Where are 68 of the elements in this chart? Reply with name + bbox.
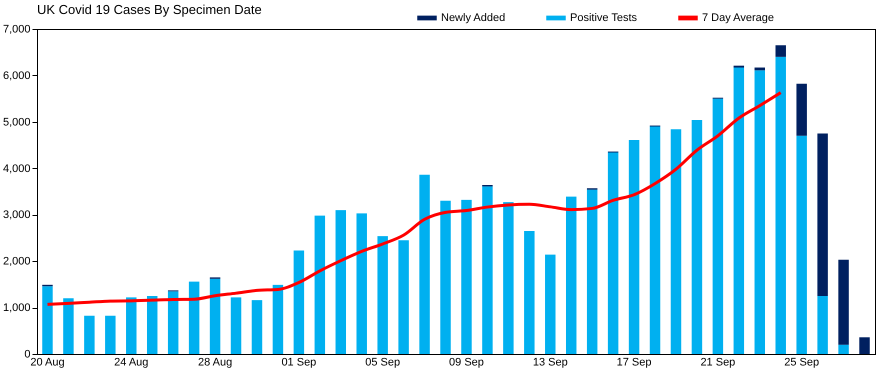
- bar: [168, 291, 178, 354]
- bar: [754, 68, 766, 70]
- bar: [628, 140, 640, 354]
- y-tick-label: 3,000: [2, 209, 30, 222]
- bar: [712, 98, 724, 354]
- bar: [482, 186, 493, 354]
- bar: [775, 56, 786, 354]
- bar: [566, 196, 576, 354]
- bar: [294, 250, 304, 354]
- bar: [503, 202, 514, 354]
- x-tick-label: 17 Sep: [616, 356, 652, 368]
- y-tick-label: 5,000: [2, 116, 30, 128]
- bar: [859, 337, 870, 354]
- x-tick-label: 21 Sep: [700, 356, 736, 368]
- legend-label: Positive Tests: [570, 12, 638, 24]
- bar: [608, 152, 618, 354]
- x-tick-label: 01 Sep: [281, 356, 316, 368]
- bar: [670, 129, 682, 354]
- y-tick-label: 7,000: [2, 24, 30, 36]
- x-tick-label: 28 Aug: [198, 356, 232, 368]
- bar: [398, 240, 409, 354]
- bar: [796, 84, 807, 136]
- x-tick-label: 13 Sep: [532, 356, 568, 368]
- legend-label: 7 Day Average: [702, 12, 774, 24]
- bar: [252, 300, 262, 354]
- y-tick-label: 4,000: [2, 162, 30, 175]
- bar: [692, 120, 702, 354]
- bar: [524, 230, 535, 354]
- x-tick-label: 25 Sep: [784, 356, 820, 368]
- bar: [210, 278, 220, 354]
- bar: [734, 68, 744, 354]
- bar: [126, 297, 137, 354]
- line-series: [46, 91, 782, 306]
- bar: [545, 254, 556, 354]
- bar: [817, 296, 828, 354]
- legend-label: Newly Added: [441, 12, 506, 24]
- bar: [838, 344, 849, 354]
- bar: [796, 136, 807, 354]
- bar: [146, 296, 158, 354]
- bar: [314, 216, 326, 354]
- y-tick-label: 0: [24, 348, 30, 360]
- bar: [586, 190, 598, 354]
- bar: [272, 284, 284, 354]
- x-tick-label: 09 Sep: [449, 356, 484, 368]
- bar: [188, 282, 200, 354]
- x-tick-label: 24 Aug: [114, 356, 148, 368]
- x-tick-label: 20 Aug: [30, 356, 65, 368]
- bar: [84, 316, 95, 354]
- bar: [754, 70, 766, 354]
- bar: [440, 200, 451, 354]
- bar: [377, 236, 388, 354]
- bar: [775, 45, 786, 57]
- chart-title: UK Covid 19 Cases By Specimen Date: [37, 2, 262, 17]
- bar: [356, 213, 367, 354]
- bar: [461, 200, 472, 354]
- y-tick-label: 1,000: [2, 302, 30, 314]
- bar: [336, 210, 346, 354]
- bar: [42, 286, 53, 354]
- bar: [419, 174, 430, 354]
- bar: [817, 133, 828, 296]
- x-tick-label: 05 Sep: [365, 356, 400, 368]
- bar: [230, 297, 242, 354]
- bar: [105, 316, 116, 354]
- bar: [650, 126, 660, 354]
- y-tick-label: 6,000: [2, 70, 30, 82]
- y-tick-label: 2,000: [2, 256, 30, 268]
- bar: [838, 260, 849, 345]
- bar: [63, 298, 74, 354]
